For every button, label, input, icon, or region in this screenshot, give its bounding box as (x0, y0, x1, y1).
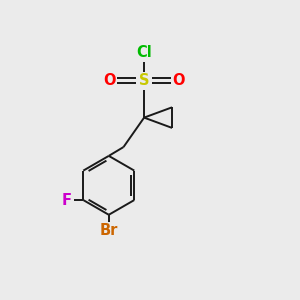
Text: O: O (103, 73, 116, 88)
Text: S: S (139, 73, 149, 88)
Text: O: O (172, 73, 185, 88)
Text: Cl: Cl (136, 45, 152, 60)
Text: Br: Br (100, 224, 118, 238)
Text: F: F (62, 193, 72, 208)
